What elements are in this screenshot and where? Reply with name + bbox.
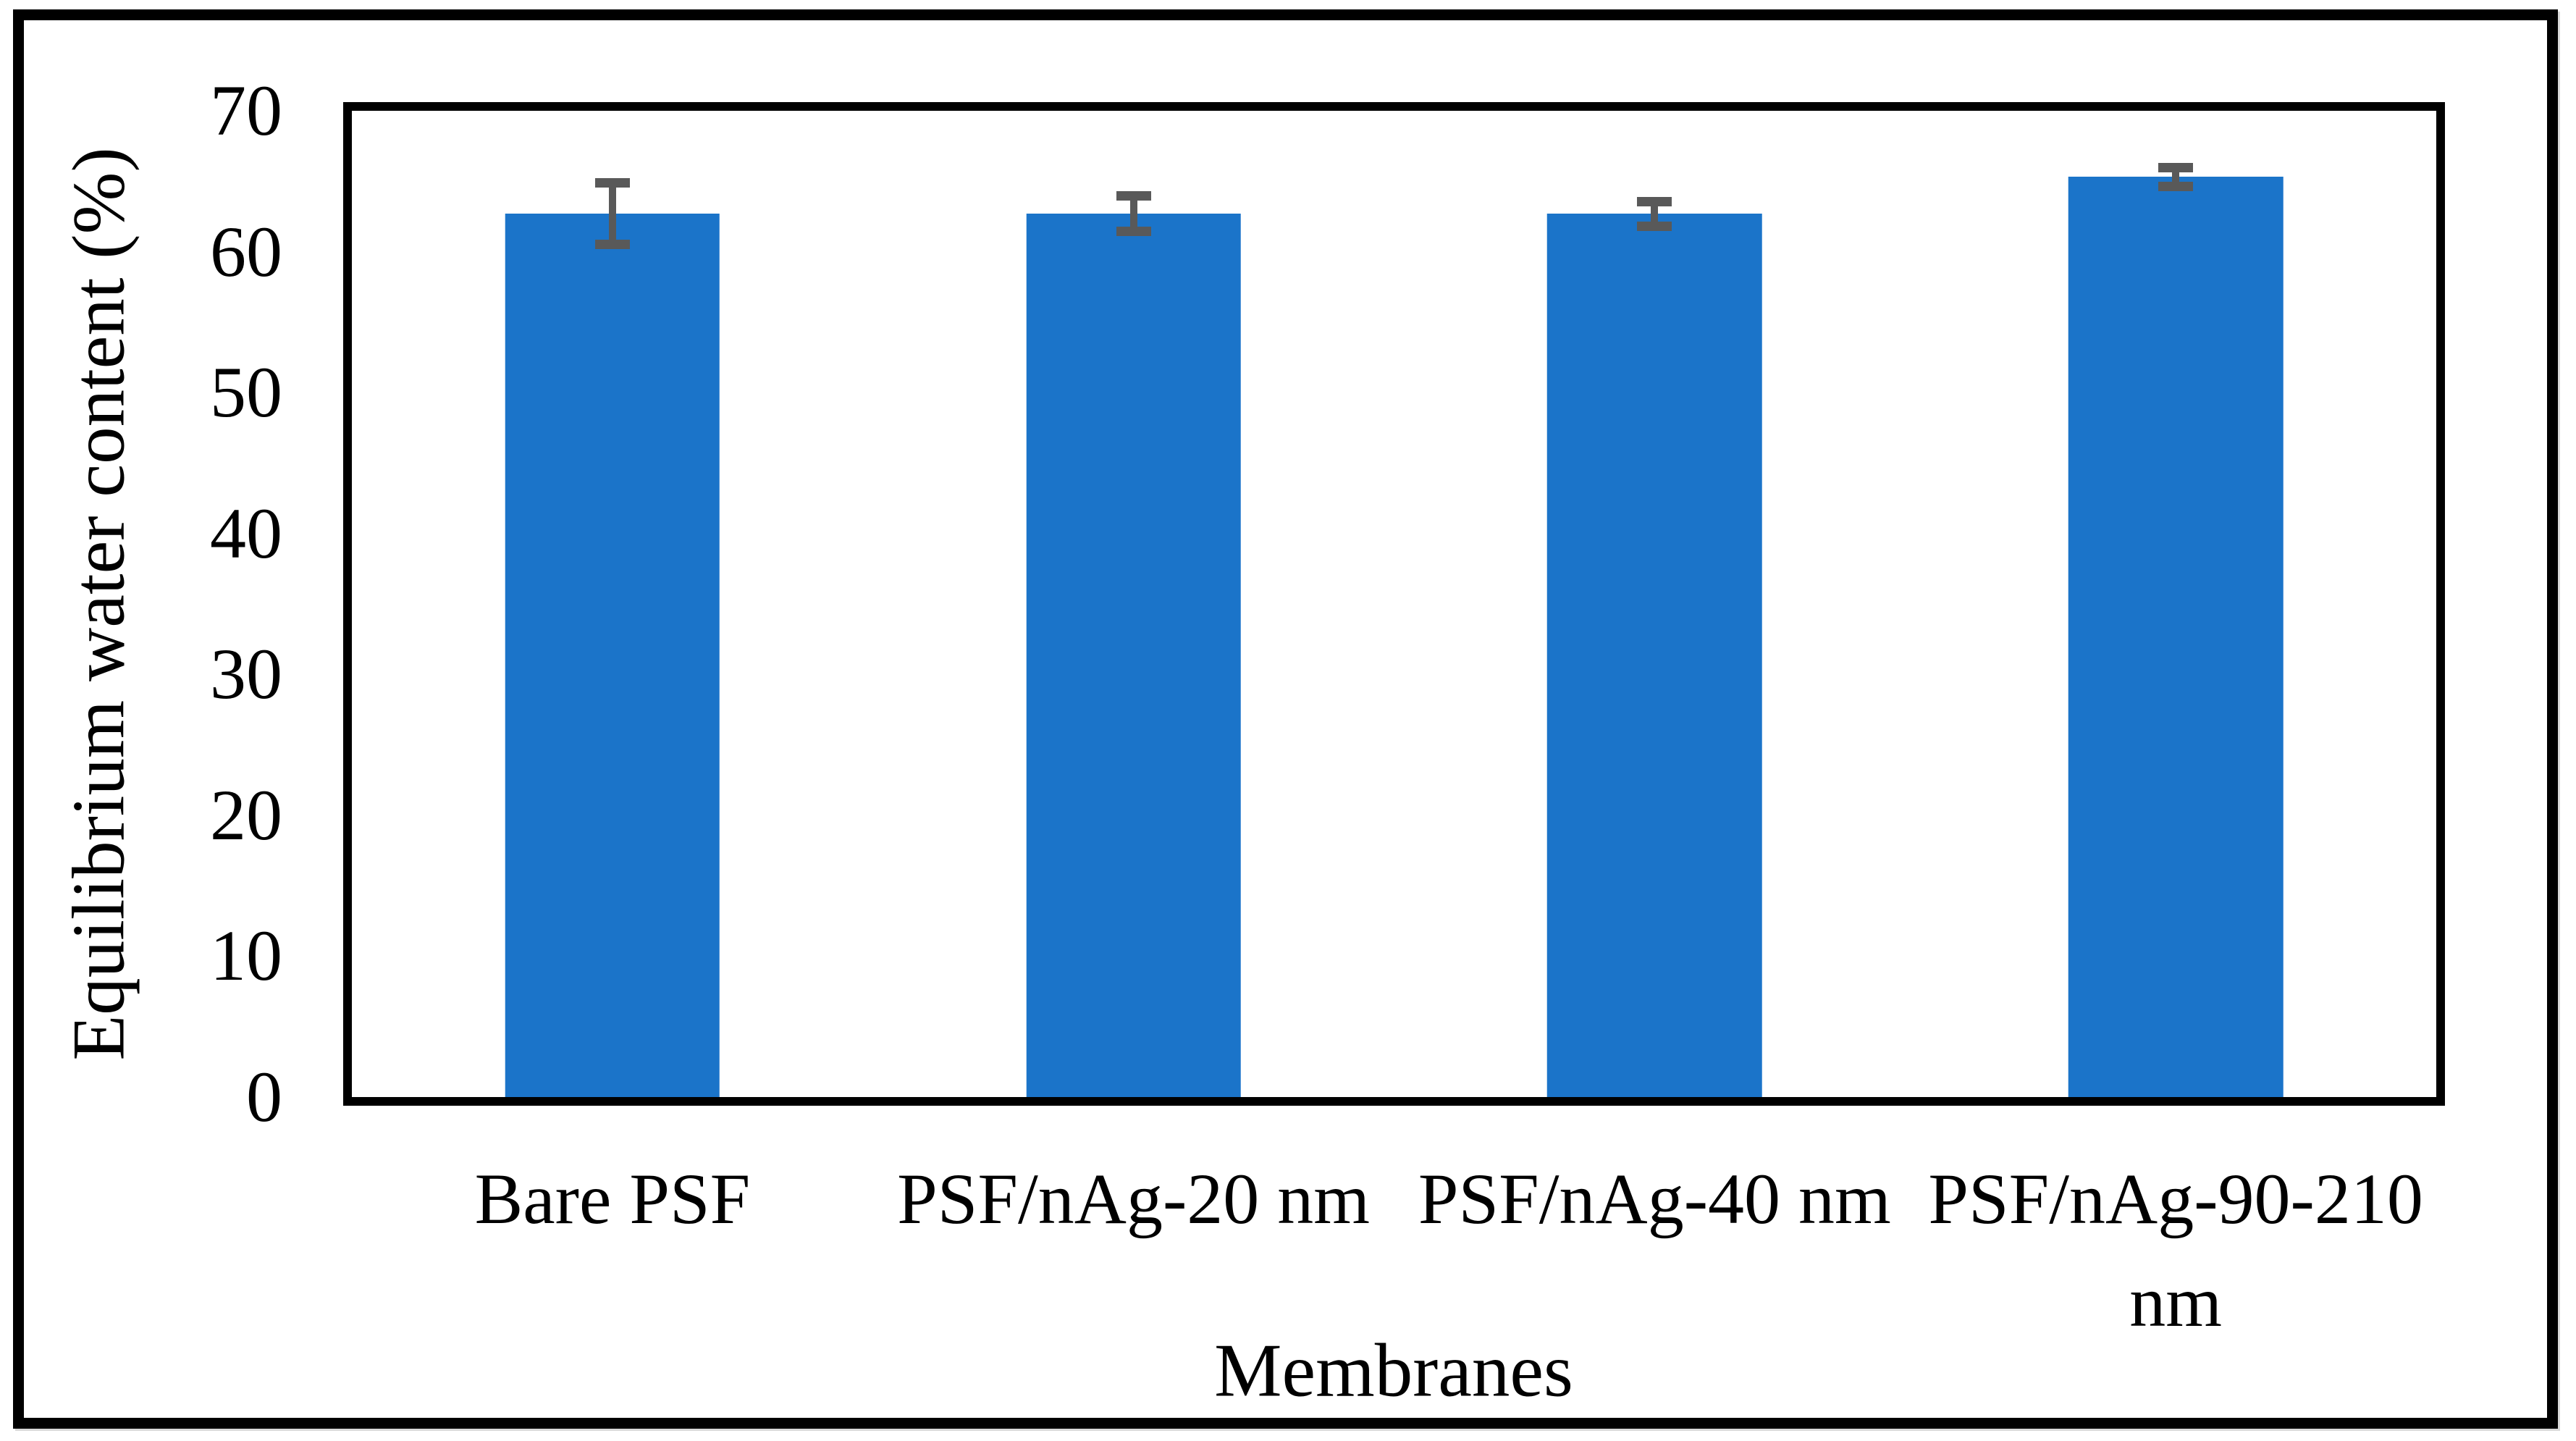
error-bar bbox=[1116, 190, 1151, 237]
x-category-label: PSF/nAg-40 nm bbox=[1418, 1159, 1891, 1239]
error-bar-bottom-cap bbox=[1637, 221, 1672, 231]
y-tick-label: 40 bbox=[210, 492, 282, 574]
y-tick-label: 0 bbox=[246, 1056, 282, 1137]
error-bar bbox=[1637, 196, 1672, 231]
bar-slot bbox=[352, 111, 873, 1097]
error-bar bbox=[594, 178, 630, 249]
error-bar-bottom-cap bbox=[594, 239, 630, 249]
x-category-label: Bare PSF bbox=[474, 1159, 751, 1239]
y-tick-label: 10 bbox=[210, 915, 282, 996]
x-category-label: PSF/nAg-20 nm bbox=[897, 1159, 1371, 1239]
y-tick-label: 30 bbox=[210, 634, 282, 715]
x-axis-title: Membranes bbox=[1214, 1327, 1573, 1413]
error-bar-bottom-cap bbox=[1116, 227, 1151, 237]
y-tick-label: 50 bbox=[210, 352, 282, 433]
y-tick-label: 60 bbox=[210, 211, 282, 292]
bar bbox=[505, 214, 720, 1097]
bar bbox=[1026, 214, 1241, 1097]
bar bbox=[2068, 177, 2284, 1097]
y-axis-tick-labels: 0 10 20 30 40 50 60 70 bbox=[0, 75, 282, 1133]
x-category-label: PSF/nAg-90-210 nm bbox=[1928, 1159, 2423, 1342]
plot-area bbox=[343, 102, 2445, 1106]
error-bar-top-cap bbox=[1116, 190, 1151, 201]
y-tick-label: 70 bbox=[210, 70, 282, 151]
bar-slot bbox=[1394, 111, 1916, 1097]
x-axis-category-labels: Bare PSF PSF/nAg-20 nm PSF/nAg-40 nm PSF/nA… bbox=[352, 1148, 2436, 1353]
error-bar-top-cap bbox=[2158, 162, 2194, 172]
bar bbox=[1547, 214, 1762, 1097]
error-bar-bottom-cap bbox=[2158, 182, 2194, 192]
bar-slot bbox=[1915, 111, 2436, 1097]
error-bar bbox=[2158, 162, 2194, 192]
bar-slot bbox=[873, 111, 1394, 1097]
figure-border bbox=[13, 9, 2558, 1429]
error-bar-top-cap bbox=[594, 178, 630, 188]
y-tick-label: 20 bbox=[210, 774, 282, 855]
bars-container bbox=[352, 111, 2436, 1097]
error-bar-top-cap bbox=[1637, 196, 1672, 206]
